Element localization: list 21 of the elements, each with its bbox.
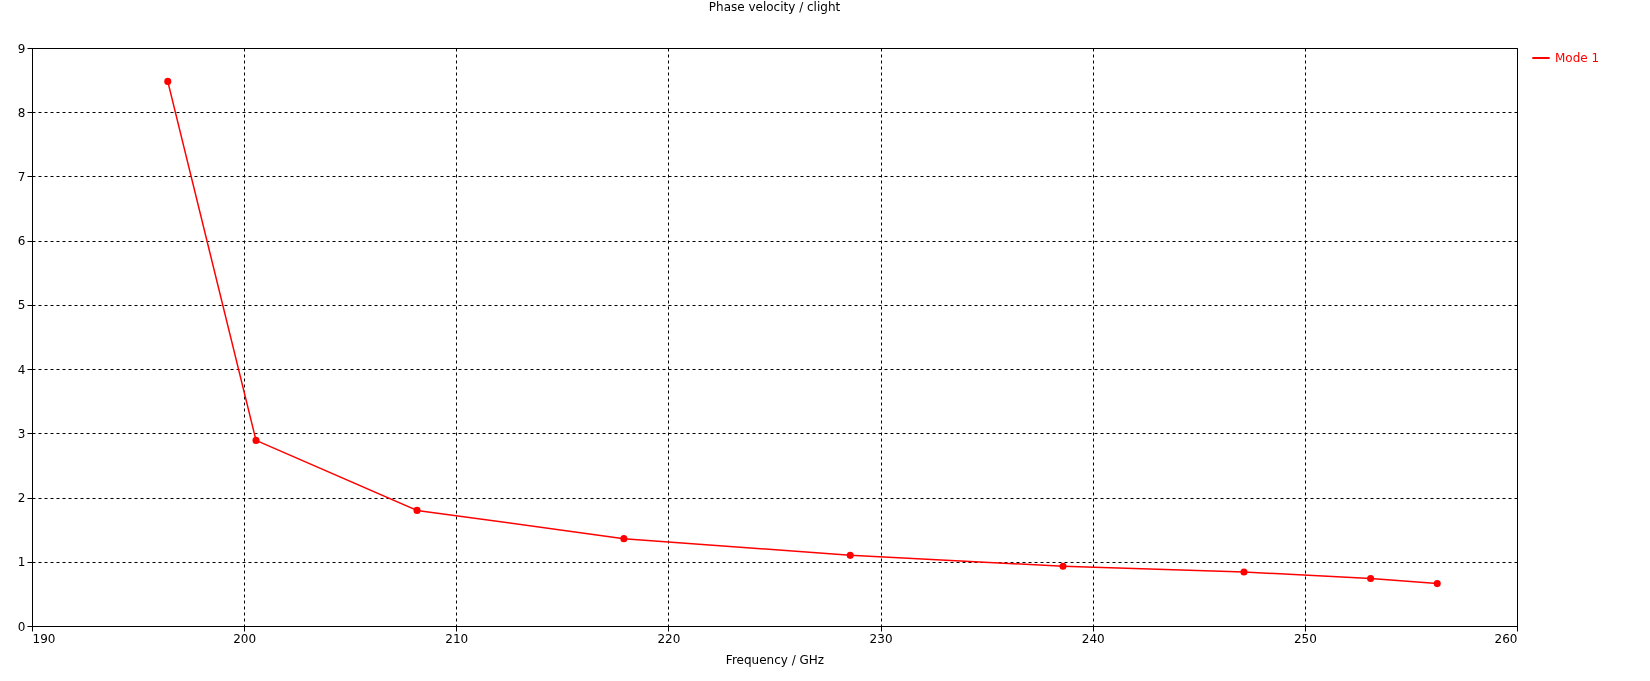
y-tick-label: 0 <box>17 619 26 634</box>
y-tick-label: 6 <box>17 234 26 249</box>
y-tick-label: 5 <box>17 298 26 313</box>
x-tick-label: 240 <box>1081 631 1105 646</box>
y-tick-label: 7 <box>17 169 26 184</box>
legend-label: Mode 1 <box>1555 51 1600 65</box>
y-tick-label: 4 <box>17 362 26 377</box>
chart-title: Phase velocity / clight <box>708 0 841 14</box>
x-tick-label: 230 <box>869 631 893 646</box>
x-tick-label: 200 <box>233 631 257 646</box>
y-tick-label: 3 <box>17 426 26 441</box>
y-tick-label: 1 <box>17 555 26 570</box>
x-tick-label: 190 <box>32 631 56 646</box>
y-tick-label: 9 <box>17 41 26 56</box>
x-tick-label: 260 <box>1494 631 1518 646</box>
x-tick-label: 220 <box>657 631 681 646</box>
x-axis-title: Frequency / GHz <box>725 652 825 667</box>
x-tick-label: 250 <box>1293 631 1317 646</box>
y-tick-label: 2 <box>17 491 26 506</box>
x-tick-label: 210 <box>445 631 469 646</box>
y-tick-label: 8 <box>17 105 26 120</box>
